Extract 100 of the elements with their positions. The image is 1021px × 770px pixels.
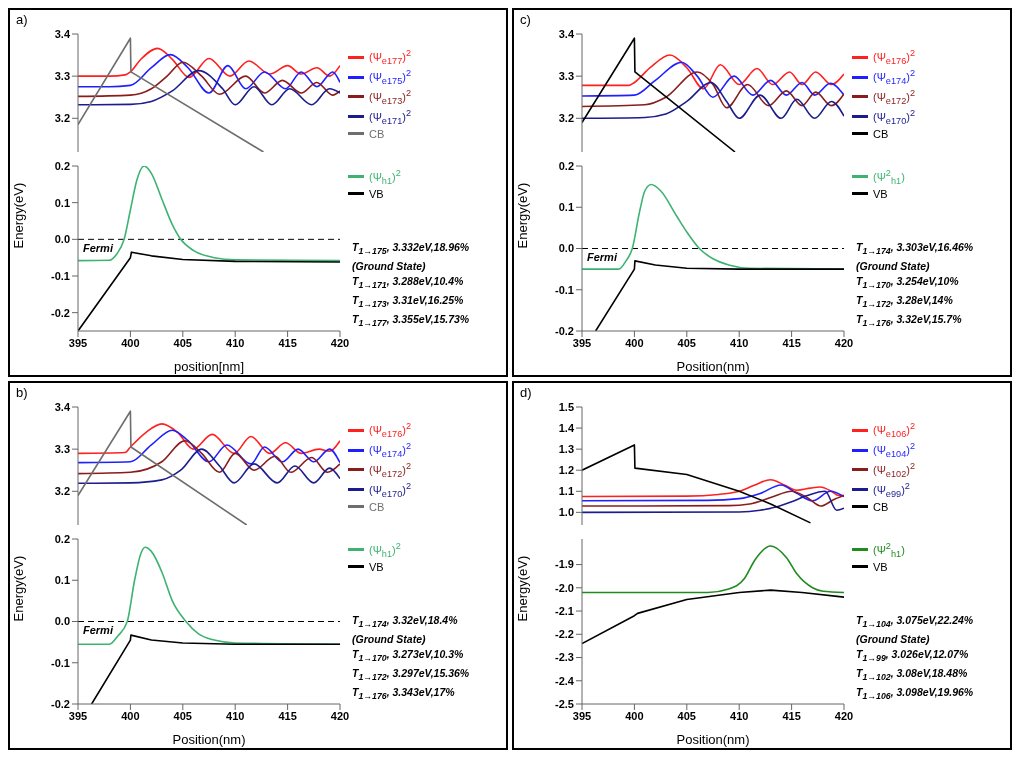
ref-line-label: Fermi (83, 624, 114, 637)
y-tick-label: 0.2 (558, 159, 574, 172)
x-tick-label: 395 (68, 336, 88, 349)
text: (Ground State) (352, 258, 427, 274)
y-tick-label: 3.4 (54, 27, 71, 40)
line-series (78, 47, 340, 79)
legend-label: (Ψ$_{e173}$)$^{2}$ (369, 88, 411, 106)
y-tick-label: 0.1 (54, 196, 70, 209)
line-series (582, 484, 844, 502)
legend-label: CB (873, 500, 889, 513)
chart-title: d) (519, 385, 533, 401)
line-series (582, 54, 844, 90)
y-axis-title: Energy(eV) (10, 182, 26, 249)
y-tick-label: 0.0 (54, 615, 70, 628)
x-tick-label: 410 (226, 709, 245, 722)
line-series (582, 71, 844, 109)
line-series (582, 589, 844, 645)
legend-label: (Ψ$_{e170}$)$^{2}$ (369, 480, 411, 499)
text: T$_{1→172}$, 3.297eV,15.36% (352, 665, 471, 684)
text: T$_{1→175}$, 3.332eV,18.96% (352, 239, 471, 258)
x-axis-title: Position(nm) (676, 732, 750, 747)
text: T$_{1→102}$, 3.08eV,18.48% (856, 665, 969, 684)
y-tick-label: 1.4 (558, 421, 575, 434)
legend-label: (Ψ$_{e172}$)$^{2}$ (369, 461, 411, 479)
legend-label: (Ψ$_{e176}$)$^{2}$ (873, 48, 915, 67)
x-tick-label: 420 (330, 709, 350, 722)
x-tick-label: 415 (782, 336, 801, 349)
y-tick-label: -2.1 (555, 604, 574, 617)
y-tick-label: -2.0 (555, 581, 574, 594)
legend-label: (Ψ$_{e104}$)$^{2}$ (873, 441, 915, 459)
y-tick-label: -2.5 (555, 697, 574, 710)
line-series (78, 53, 340, 94)
x-tick-label: 420 (834, 709, 854, 722)
y-tick-label: 3.4 (54, 400, 71, 413)
legend-label: (Ψ$_{e170}$)$^{2}$ (873, 107, 915, 126)
text: (Ground State) (352, 631, 427, 647)
text: T$_{1→177}$, 3.355eV,15.73% (352, 311, 471, 330)
y-tick-label: -0.1 (555, 283, 574, 296)
legend-label: (Ψ$_{e174}$)$^{2}$ (873, 68, 915, 86)
text: T$_{1→173}$, 3.31eV,16.25% (352, 292, 465, 311)
y-tick-label: -0.2 (555, 324, 574, 337)
y-tick-label: 1.0 (558, 506, 574, 519)
line-series (78, 429, 340, 465)
line-series (594, 260, 844, 331)
y-tick-label: -2.4 (555, 674, 575, 687)
line-series (78, 37, 265, 152)
text: T$_{1→176}$, 3.343eV,17% (352, 684, 456, 703)
y-tick-label: 3.2 (54, 485, 70, 498)
legend-label: VB (873, 560, 888, 573)
y-tick-label: 3.2 (54, 112, 70, 125)
x-axis-title: Position(nm) (172, 732, 246, 747)
x-tick-label: 415 (278, 709, 297, 722)
legend-label: VB (873, 187, 888, 200)
x-tick-label: 400 (625, 336, 644, 349)
x-tick-label: 415 (782, 709, 801, 722)
line-series (78, 69, 340, 106)
line-series (78, 410, 248, 525)
ref-line-label: Fermi (587, 251, 618, 264)
y-tick-label: 3.3 (54, 70, 70, 83)
text: (Ground State) (856, 258, 931, 274)
legend-label: (Ψ$_{e99}$)$^{2}$ (873, 480, 910, 499)
legend-label: CB (873, 127, 889, 140)
y-tick-label: -0.2 (51, 306, 70, 319)
ref-line-label: Fermi (83, 242, 114, 255)
legend-label: (Ψ$^{2}$$_{h1}$) (873, 541, 905, 559)
text: T$_{1→171}$, 3.288eV,10.4% (352, 273, 465, 292)
x-tick-label: 415 (278, 336, 297, 349)
line-series (582, 545, 844, 594)
chart-title: a) (15, 12, 29, 28)
legend-label: (Ψ$_{e174}$)$^{2}$ (369, 441, 411, 459)
x-tick-label: 400 (121, 709, 140, 722)
line-series (78, 439, 340, 475)
y-tick-label: 0.1 (54, 574, 70, 587)
y-tick-label: 3.4 (558, 27, 575, 40)
line-series (582, 490, 844, 507)
y-axis-title: Energy(eV) (10, 555, 26, 622)
text: T$_{1→170}$, 3.273eV,10.3% (352, 646, 465, 665)
text: T$_{1→104}$, 3.075eV,22.24% (856, 612, 975, 631)
y-tick-label: -2.3 (555, 651, 574, 664)
chart-title: c) (519, 12, 532, 28)
text: (Ground State) (856, 631, 931, 647)
legend-label: (Ψ$_{h1}$)$^{2}$ (369, 541, 401, 559)
y-tick-label: -1.9 (555, 558, 574, 571)
legend-label: VB (369, 187, 384, 200)
x-tick-label: 410 (226, 336, 245, 349)
line-series (78, 61, 340, 98)
x-tick-label: 405 (173, 709, 192, 722)
y-tick-label: -0.1 (51, 656, 70, 669)
line-series (582, 490, 844, 514)
legend-label: CB (369, 500, 385, 513)
legend-label: (Ψ$_{e171}$)$^{2}$ (369, 107, 411, 126)
y-tick-label: 0.2 (54, 159, 70, 172)
legend-label: (Ψ$_{e172}$)$^{2}$ (873, 88, 915, 106)
y-tick-label: -0.1 (51, 269, 70, 282)
legend-label: (Ψ$_{e175}$)$^{2}$ (369, 68, 411, 86)
y-tick-label: 3.2 (558, 112, 574, 125)
line-series (582, 81, 844, 120)
x-tick-label: 405 (677, 336, 696, 349)
line-series (582, 37, 736, 152)
y-tick-label: 0.0 (54, 233, 70, 246)
